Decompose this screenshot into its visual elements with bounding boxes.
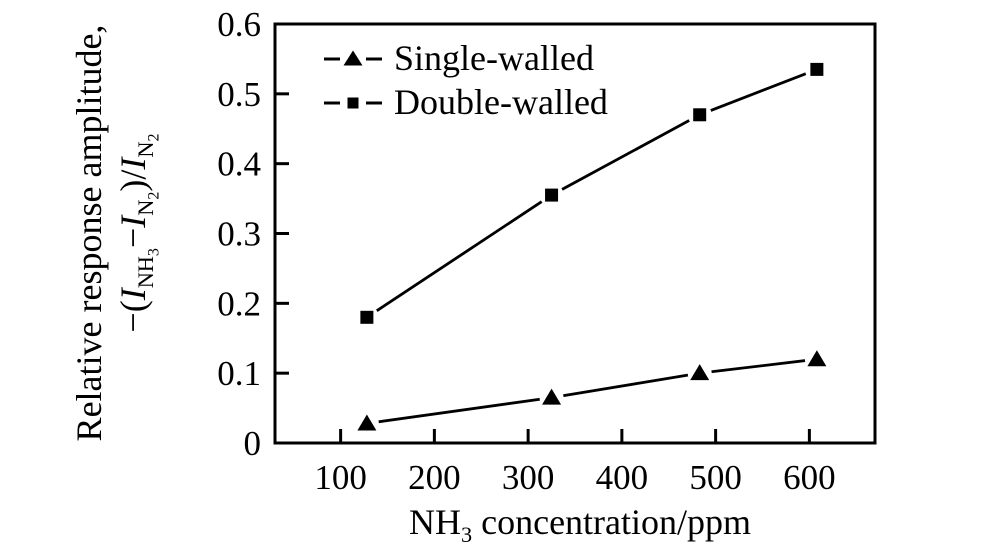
- x-tick-label: 400: [596, 458, 649, 497]
- x-axis-title-base: NH: [408, 502, 461, 542]
- legend-label-single-walled: Single-walled: [394, 38, 594, 78]
- y-tick-label: 0.2: [217, 284, 261, 323]
- square-marker-icon: [693, 108, 707, 122]
- y-axis-title-line1: Relative response amplitude,: [69, 24, 109, 442]
- plot-frame: [273, 22, 877, 445]
- x-tick-label: 500: [689, 458, 742, 497]
- y-tick-label: 0: [244, 424, 262, 463]
- legend-label-double-walled: Double-walled: [394, 82, 608, 122]
- legend: Single-walled Double-walled: [323, 36, 608, 124]
- y-axis-title-formula: −(INH3−IN2)/IN2: [113, 133, 163, 333]
- x-axis-title-subscript: 3: [460, 522, 473, 548]
- y-tick-label: 0.3: [217, 215, 261, 254]
- legend-item-double-walled: Double-walled: [323, 80, 608, 124]
- x-axis-title-rest: concentration/ppm: [472, 502, 752, 542]
- series-line-single-walled: [366, 357, 818, 425]
- square-marker-icon: [810, 62, 824, 76]
- triangle-marker-icon: [324, 50, 382, 66]
- x-tick-label: 600: [783, 458, 836, 497]
- y-tick-label: 0.1: [217, 354, 261, 393]
- square-marker-icon: [360, 310, 374, 324]
- y-tick-label: 0.5: [217, 75, 261, 114]
- y-axis-title: Relative response amplitude, −(INH3−IN2)…: [67, 24, 163, 442]
- square-marker-icon: [545, 188, 559, 202]
- triangle-marker-icon: [542, 388, 562, 405]
- x-axis-title: NH3 concentration/ppm: [408, 501, 752, 546]
- y-tick-label: 0.4: [217, 145, 261, 184]
- triangle-marker-icon: [690, 364, 710, 381]
- triangle-marker-icon: [807, 350, 827, 367]
- legend-item-single-walled: Single-walled: [323, 36, 608, 80]
- x-tick-label: 300: [502, 458, 555, 497]
- x-tick-label: 100: [314, 458, 367, 497]
- y-tick-label: 0.6: [217, 5, 261, 44]
- series-line-double-walled: [366, 68, 818, 319]
- square-marker-icon: [324, 97, 382, 109]
- triangle-marker-icon: [357, 414, 377, 431]
- x-tick-label: 200: [408, 458, 461, 497]
